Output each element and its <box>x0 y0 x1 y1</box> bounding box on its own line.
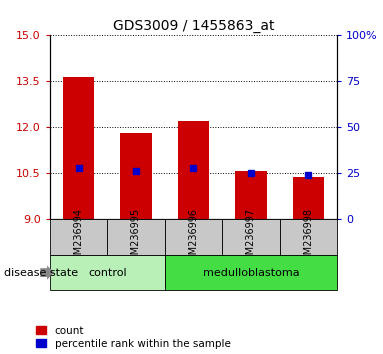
Bar <box>178 121 209 219</box>
Text: GSM236994: GSM236994 <box>74 208 83 267</box>
Text: medulloblastoma: medulloblastoma <box>203 268 299 278</box>
Bar <box>50 255 165 290</box>
Bar <box>222 219 280 255</box>
Bar <box>165 219 222 255</box>
Bar <box>293 177 324 219</box>
Text: GSM236998: GSM236998 <box>303 208 313 267</box>
Title: GDS3009 / 1455863_at: GDS3009 / 1455863_at <box>113 19 274 33</box>
Text: GSM236996: GSM236996 <box>188 208 198 267</box>
Text: control: control <box>88 268 126 278</box>
Bar <box>280 219 337 255</box>
Bar <box>50 219 107 255</box>
Bar <box>235 171 267 219</box>
Bar <box>165 255 337 290</box>
Bar <box>63 77 94 219</box>
Text: GSM236997: GSM236997 <box>246 207 256 267</box>
Bar <box>120 133 152 219</box>
Bar <box>107 219 165 255</box>
Text: disease state: disease state <box>4 268 78 278</box>
Legend: count, percentile rank within the sample: count, percentile rank within the sample <box>36 326 231 349</box>
Text: GSM236995: GSM236995 <box>131 207 141 267</box>
